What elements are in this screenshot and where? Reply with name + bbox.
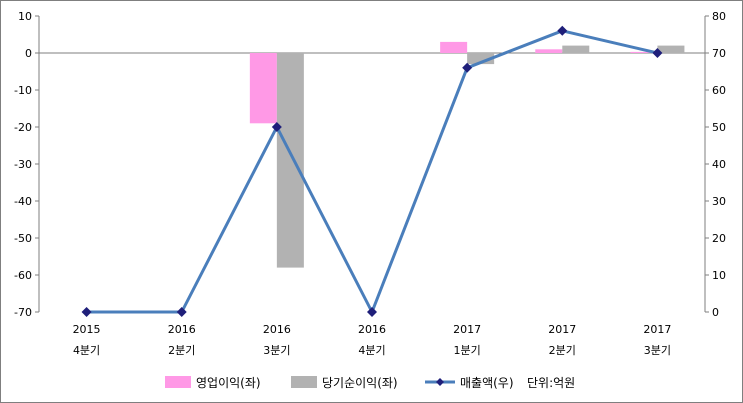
bar-operating-profit — [630, 51, 658, 53]
y-right-tick-label: 30 — [712, 195, 726, 208]
bars — [249, 41, 685, 268]
y-left-tick-label: 10 — [18, 10, 32, 23]
y-left-tick-label: -70 — [14, 306, 32, 319]
y-right-tick-label: 20 — [712, 232, 726, 245]
bar-net-income — [467, 53, 495, 65]
sales-point — [81, 307, 92, 317]
legend-label-operating-profit: 영업이익(좌) — [196, 376, 261, 390]
unit-note: 단위:억원 — [527, 376, 575, 390]
sales-point — [367, 307, 377, 317]
bar-operating-profit — [440, 41, 468, 53]
y-right-tick-label: 40 — [712, 158, 726, 171]
x-category-quarter: 1분기 — [454, 344, 481, 357]
y-left-tick-label: -30 — [14, 158, 32, 171]
legend-swatch-net-income — [291, 376, 317, 388]
bar-net-income — [562, 45, 590, 53]
y-right-tick-label: 10 — [712, 269, 726, 282]
x-category-year: 2017 — [548, 323, 576, 336]
y-left-tick-label: -40 — [14, 195, 32, 208]
legend-swatch-operating-profit — [165, 376, 191, 388]
sales-point — [652, 48, 663, 58]
x-category-quarter: 3분기 — [263, 344, 290, 357]
y-right-tick-label: 70 — [712, 47, 726, 60]
x-category-year: 2015 — [73, 323, 101, 336]
bar-operating-profit — [535, 49, 563, 53]
axes: 10 0 -10 -20 -30 -40 -50 -60 -70 80 70 60 50 40 30 20 10… — [14, 10, 726, 357]
bar-operating-profit — [249, 53, 277, 124]
x-category-year: 2017 — [643, 323, 671, 336]
x-category-quarter: 2분기 — [549, 344, 576, 357]
x-category-quarter: 2분기 — [168, 344, 195, 357]
y-right-tick-label: 50 — [712, 121, 726, 134]
x-category-quarter: 4분기 — [358, 344, 385, 357]
y-left-tick-label: 0 — [25, 47, 32, 60]
x-category-quarter: 4분기 — [73, 344, 100, 357]
bar-net-income — [276, 53, 304, 268]
legend-marker-sales — [436, 378, 444, 386]
line-series — [81, 25, 663, 317]
x-category-year: 2016 — [263, 323, 291, 336]
legend: 영업이익(좌) 당기순이익(좌) 매출액(우) 단위:억원 — [165, 376, 575, 390]
legend-label-sales: 매출액(우) — [460, 376, 514, 390]
sales-point — [271, 122, 282, 132]
y-left-tick-label: -10 — [14, 84, 32, 97]
sales-point — [176, 307, 187, 317]
x-category-year: 2016 — [168, 323, 196, 336]
bar-net-income — [657, 45, 685, 53]
y-left-tick-label: -50 — [14, 232, 32, 245]
x-category-quarter: 3분기 — [644, 344, 671, 357]
y-right-tick-label: 60 — [712, 84, 726, 97]
y-right-tick-label: 80 — [712, 10, 726, 23]
x-category-year: 2016 — [358, 323, 386, 336]
x-category-year: 2017 — [453, 323, 481, 336]
y-right-tick-label: 0 — [712, 306, 719, 319]
sales-point — [557, 25, 568, 36]
legend-label-net-income: 당기순이익(좌) — [322, 376, 398, 390]
y-left-tick-label: -20 — [14, 121, 32, 134]
sales-point — [462, 62, 473, 73]
y-left-tick-label: -60 — [14, 269, 32, 282]
